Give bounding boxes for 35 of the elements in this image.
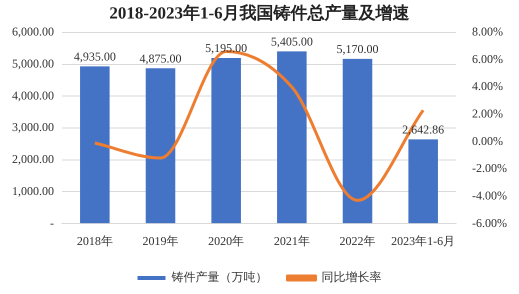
x-tick-label: 2021年 (274, 234, 310, 248)
bar (146, 68, 176, 224)
x-tick-label: 2022年 (340, 234, 376, 248)
y-tick-label: 4,000.00 (12, 88, 54, 102)
x-tick-label: 2018年 (76, 234, 113, 248)
y2-tick-label: 6.00% (472, 52, 504, 66)
bar (342, 58, 372, 224)
y2-tick-label: 2.00% (472, 106, 504, 120)
y-tick-label: 1,000.00 (12, 184, 54, 198)
x-tick-label: 2023年1-6月 (391, 234, 456, 248)
y2-tick-label: -6.00% (472, 216, 508, 230)
bar (80, 66, 110, 224)
data-label: 4,875.00 (140, 51, 182, 66)
y2-tick-label: -4.00% (472, 188, 508, 202)
x-tick-label: 2019年 (142, 234, 178, 248)
data-label: 4,935.00 (74, 49, 116, 64)
y-tick-label: - (50, 216, 54, 230)
y2-tick-label: 0.00% (472, 134, 504, 148)
y2-tick-label: 4.00% (472, 79, 504, 94)
y2-tick-label: 8.00% (472, 24, 504, 39)
data-label: 5,405.00 (270, 34, 313, 49)
y-tick-label: 6,000.00 (12, 24, 54, 39)
data-label: 5,195.00 (205, 41, 248, 56)
x-tick-label: 2020年 (208, 234, 244, 248)
bar (277, 51, 307, 224)
legend-label: 同比增长率 (322, 270, 382, 284)
bar (408, 139, 438, 224)
legend-label: 铸件产量（万吨） (170, 270, 268, 284)
y-tick-label: 2,000.00 (12, 152, 54, 166)
data-label: 5,170.00 (336, 42, 379, 56)
y-tick-label: 5,000.00 (12, 56, 54, 70)
y-tick-label: 3,000.00 (12, 120, 54, 134)
y2-tick-label: -2.00% (472, 161, 508, 176)
chart-title: 2018-2023年1-6月我国铸件总产量及增速 (109, 4, 410, 23)
bar (211, 58, 241, 224)
